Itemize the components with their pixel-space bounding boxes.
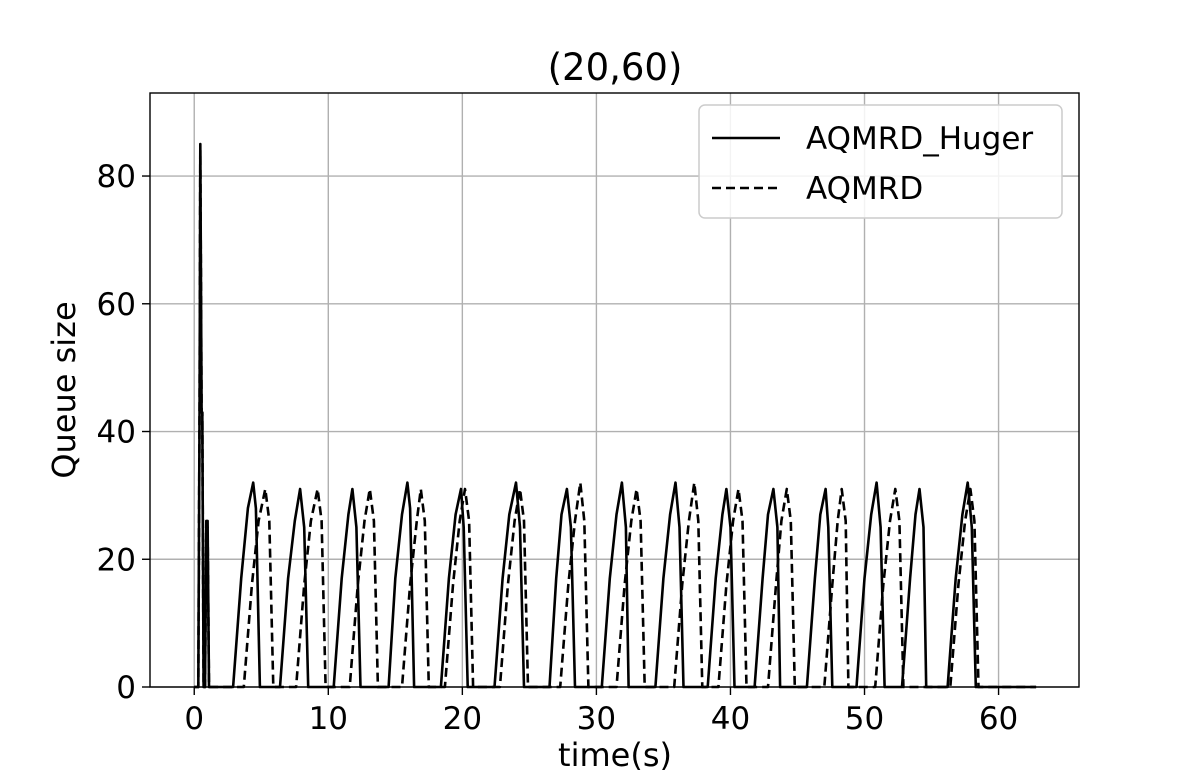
legend: AQMRD_Huger AQMRD	[698, 104, 1063, 219]
y-tick-label: 40	[97, 415, 136, 451]
plot-frame	[149, 92, 1080, 688]
legend-label-aqmrd: AQMRD	[806, 171, 923, 207]
x-tick-label: 40	[711, 701, 750, 737]
x-axis-ticks: 0 10 20 30 40 50 60	[184, 687, 1018, 737]
x-tick-label: 20	[443, 701, 482, 737]
y-tick-label: 0	[116, 670, 136, 706]
chart-title: (20,60)	[548, 46, 683, 89]
legend-label-aqmrd-huger: AQMRD_Huger	[806, 121, 1033, 157]
x-tick-label: 50	[845, 701, 884, 737]
legend-frame	[698, 104, 1063, 219]
x-tick-label: 60	[979, 701, 1018, 737]
x-tick-label: 30	[577, 701, 616, 737]
y-tick-label: 20	[97, 542, 136, 578]
y-tick-label: 80	[97, 159, 136, 195]
series-line-aqmrd	[194, 149, 1037, 689]
x-tick-label: 0	[184, 701, 204, 737]
y-tick-label: 60	[97, 287, 136, 323]
x-tick-label: 10	[309, 701, 348, 737]
y-axis-ticks: 0 20 40 60 80	[97, 159, 150, 706]
x-axis-label: time(s)	[558, 736, 672, 772]
y-axis-label: Queue size	[45, 301, 83, 478]
